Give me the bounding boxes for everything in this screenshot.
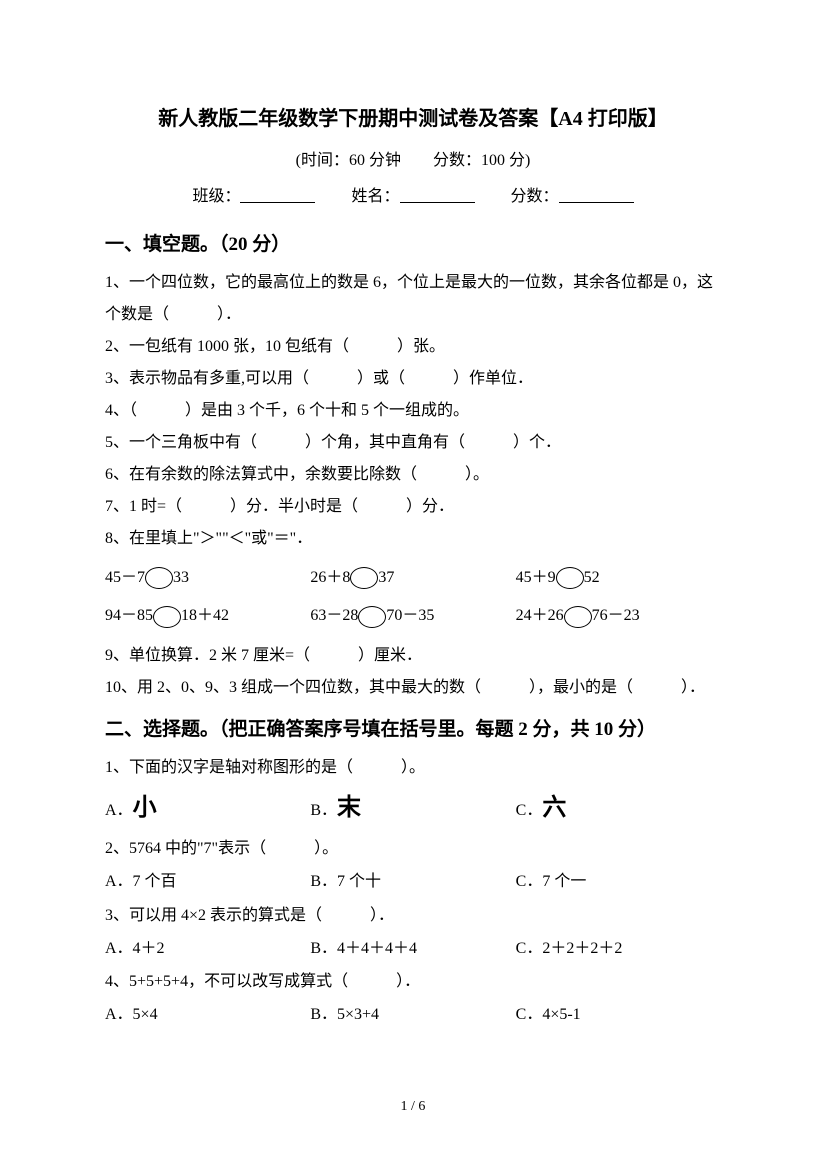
q2-4-choices: A．5×4 B．5×3+4 C．4×5-1 [105,1000,721,1030]
choice-b: B．4＋4＋4＋4 [310,934,515,964]
section2-title: 二、选择题。（把正确答案序号填在括号里。每题 2 分，共 10 分） [105,712,721,748]
q1-10: 10、用 2、0、9、3 组成一个四位数，其中最大的数（ ），最小的是（ ）． [105,672,721,704]
q2-3: 3、可以用 4×2 表示的算式是（ ）． [105,900,721,932]
compare-a1: 45－7 [105,569,145,586]
choice-a: A．4＋2 [105,934,310,964]
compare-circle [145,567,173,589]
q1-8-row1: 45－7 33 26＋8 37 45＋9 52 [105,563,721,593]
compare-a2: 18＋42 [181,607,229,624]
choice-a: A．5×4 [105,1000,310,1030]
page-title: 新人教版二年级数学下册期中测试卷及答案【A4 打印版】 [105,100,721,138]
q2-3-choices: A．4＋2 B．4＋4＋4＋4 C．2＋2＋2＋2 [105,934,721,964]
choice-a: A．7 个百 [105,867,310,897]
choice-c-label: C． [516,802,543,819]
class-label: 班级： [192,188,240,205]
q1-1: 1、一个四位数，它的最高位上的数是 6，个位上是最大的一位数，其余各位都是 0，… [105,267,721,331]
choice-b: 末 [337,795,361,821]
name-label: 姓名： [351,188,399,205]
compare-a2: 33 [173,569,189,586]
compare-b1: 63－28 [310,607,358,624]
compare-a1: 94－85 [105,607,153,624]
choice-c: C．7 个一 [516,867,721,897]
choice-c: C．4×5-1 [516,1000,721,1030]
compare-c1: 24＋26 [516,607,564,624]
q1-9: 9、单位换算．2 米 7 厘米=（ ）厘米． [105,640,721,672]
q2-4: 4、5+5+5+4，不可以改写成算式（ ）． [105,966,721,998]
compare-circle [350,567,378,589]
choice-b-label: B． [310,802,337,819]
q2-2-choices: A．7 个百 B．7 个十 C．7 个一 [105,867,721,897]
q1-3: 3、表示物品有多重,可以用（ ）或（ ）作单位． [105,363,721,395]
page-number: 1 / 6 [0,1094,826,1121]
compare-b1: 26＋8 [310,569,350,586]
compare-circle [564,606,592,628]
compare-c1: 45＋9 [516,569,556,586]
name-blank [400,185,475,203]
q1-5: 5、一个三角板中有（ ）个角，其中直角有（ ）个． [105,427,721,459]
q2-1-choices: A．小 B．末 C．六 [105,786,721,832]
class-blank [240,185,315,203]
q1-6: 6、在有余数的除法算式中，余数要比除数（ ）。 [105,459,721,491]
section1-title: 一、填空题。（20 分） [105,227,721,263]
subtitle: (时间：60 分钟 分数：100 分) [105,146,721,176]
info-line: 班级： 姓名： 分数： [105,182,721,212]
choice-c: 六 [542,795,566,821]
compare-circle [556,567,584,589]
q1-7: 7、1 时=（ ）分．半小时是（ ）分． [105,491,721,523]
score-blank [559,185,634,203]
compare-circle [153,606,181,628]
compare-b2: 70－35 [386,607,434,624]
choice-b: B．5×3+4 [310,1000,515,1030]
q1-2: 2、一包纸有 1000 张，10 包纸有（ ）张。 [105,331,721,363]
choice-a: 小 [133,795,157,821]
score-label: 分数： [511,188,559,205]
q2-2: 2、5764 中的"7"表示（ ）。 [105,833,721,865]
choice-b: B．7 个十 [310,867,515,897]
choice-a-label: A． [105,802,133,819]
q1-8: 8、在里填上"＞""＜"或"＝"． [105,523,721,555]
compare-circle [358,606,386,628]
q2-1: 1、下面的汉字是轴对称图形的是（ ）。 [105,752,721,784]
choice-c: C．2＋2＋2＋2 [516,934,721,964]
compare-c2: 52 [584,569,600,586]
q1-8-row2: 94－85 18＋42 63－28 70－35 24＋26 76－23 [105,601,721,631]
compare-b2: 37 [378,569,394,586]
compare-c2: 76－23 [592,607,640,624]
q1-4: 4、（ ）是由 3 个千，6 个十和 5 个一组成的。 [105,395,721,427]
